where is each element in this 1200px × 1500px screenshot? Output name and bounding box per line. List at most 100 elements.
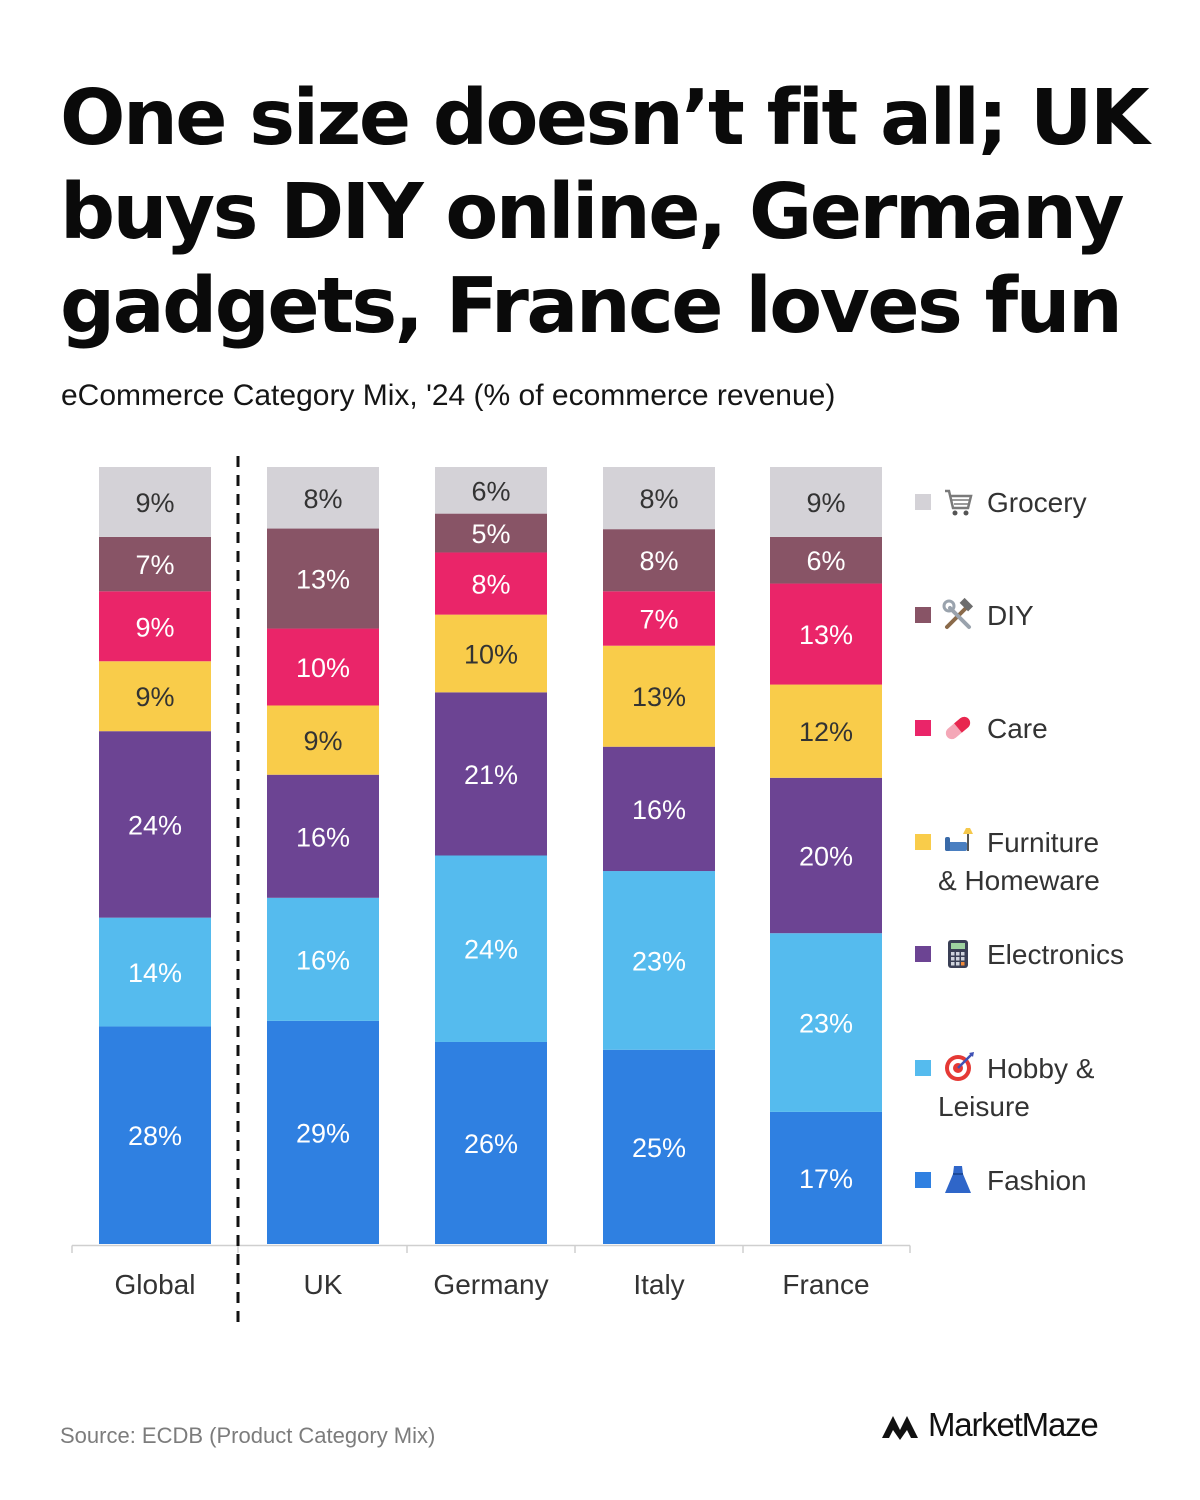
brand-name: MarketMaze <box>928 1406 1099 1443</box>
legend-label-care: Care <box>987 713 1048 744</box>
bar-global-hobby-and-leisure <box>99 917 211 1027</box>
x-tick-label-global: Global <box>115 1269 196 1300</box>
bar-france-care <box>770 583 882 685</box>
legend-label-electronics: Electronics <box>987 939 1124 970</box>
bar-germany-care <box>435 552 547 615</box>
chart-subtitle: eCommerce Category Mix, '24 (% of ecomme… <box>61 379 836 412</box>
data-label-uk-furniture-and-homeware: 9% <box>303 726 342 756</box>
legend-label-grocery: Grocery <box>987 487 1087 518</box>
data-label-italy-fashion: 25% <box>632 1133 686 1163</box>
data-label-italy-care: 7% <box>639 605 678 635</box>
data-label-uk-hobby-and-leisure: 16% <box>296 945 350 975</box>
bar-italy-electronics <box>603 746 715 872</box>
data-label-germany-hobby-and-leisure: 24% <box>464 935 518 965</box>
legend-label-furniture-and-homeware: Furniture & Homeware <box>938 827 1100 896</box>
bar-uk-diy <box>267 528 379 629</box>
data-label-germany-furniture-and-homeware: 10% <box>464 639 518 669</box>
data-label-uk-fashion: 29% <box>296 1118 350 1148</box>
x-tick-label-italy: Italy <box>633 1269 684 1300</box>
data-label-france-diy: 6% <box>806 546 845 576</box>
legend-label-fashion: Fashion <box>987 1165 1087 1196</box>
bar-italy-furniture-and-homeware <box>603 645 715 747</box>
brand-logo: MarketMaze <box>880 1403 1099 1447</box>
x-tick-label-france: France <box>782 1269 869 1300</box>
bar-italy-grocery <box>603 467 715 530</box>
bar-global-furniture-and-homeware <box>99 661 211 732</box>
calculator-icon <box>948 940 968 968</box>
data-label-global-hobby-and-leisure: 14% <box>128 958 182 988</box>
legend-swatch-grocery <box>915 494 931 510</box>
bar-germany-electronics <box>435 692 547 856</box>
data-label-germany-electronics: 21% <box>464 760 518 790</box>
data-label-germany-grocery: 6% <box>471 476 510 506</box>
legend-label-diy: DIY <box>987 600 1034 631</box>
bar-germany-furniture-and-homeware <box>435 614 547 693</box>
data-label-global-diy: 7% <box>135 550 174 580</box>
data-label-italy-hobby-and-leisure: 23% <box>632 946 686 976</box>
bar-global-electronics <box>99 731 211 918</box>
data-label-france-furniture-and-homeware: 12% <box>799 717 853 747</box>
bar-uk-furniture-and-homeware <box>267 705 379 775</box>
bar-germany-fashion <box>435 1041 547 1244</box>
legend-swatch-diy <box>915 607 931 623</box>
data-label-france-fashion: 17% <box>799 1164 853 1194</box>
data-label-france-electronics: 20% <box>799 842 853 872</box>
bar-france-grocery <box>770 467 882 537</box>
data-label-france-hobby-and-leisure: 23% <box>799 1009 853 1039</box>
data-label-italy-electronics: 16% <box>632 795 686 825</box>
data-label-france-grocery: 9% <box>806 488 845 518</box>
dress-icon <box>945 1166 971 1193</box>
bar-france-fashion <box>770 1111 882 1244</box>
data-label-uk-care: 10% <box>296 653 350 683</box>
data-label-germany-fashion: 26% <box>464 1129 518 1159</box>
legend-swatch-furniture-and-homeware <box>915 834 931 850</box>
data-label-global-grocery: 9% <box>135 488 174 518</box>
data-label-global-fashion: 28% <box>128 1121 182 1151</box>
bar-germany-diy <box>435 513 547 553</box>
bar-france-electronics <box>770 777 882 934</box>
bar-uk-electronics <box>267 774 379 898</box>
data-label-global-care: 9% <box>135 612 174 642</box>
x-tick-label-germany: Germany <box>433 1269 548 1300</box>
bar-uk-hobby-and-leisure <box>267 897 379 1021</box>
data-label-france-care: 13% <box>799 620 853 650</box>
bar-germany-grocery <box>435 467 547 514</box>
stacked-bar-chart: 28% 14% 24% 9% 9% 7% 9% 29% 16% 16% 9% 10% 13% 8% 26% 2… <box>71 456 1124 1330</box>
bar-germany-hobby-and-leisure <box>435 855 547 1042</box>
legend-swatch-fashion <box>915 1172 931 1188</box>
data-label-uk-diy: 13% <box>296 565 350 595</box>
data-label-global-furniture-and-homeware: 9% <box>135 682 174 712</box>
bar-uk-care <box>267 628 379 706</box>
bar-italy-fashion <box>603 1049 715 1244</box>
data-label-germany-diy: 5% <box>471 519 510 549</box>
bar-uk-fashion <box>267 1020 379 1244</box>
bar-france-furniture-and-homeware <box>770 684 882 778</box>
bar-italy-hobby-and-leisure <box>603 871 715 1050</box>
data-label-italy-diy: 8% <box>639 546 678 576</box>
page-title: One size doesn’t fit all; UK buys DIY on… <box>60 74 1150 351</box>
data-label-italy-furniture-and-homeware: 13% <box>632 682 686 712</box>
data-label-italy-grocery: 8% <box>639 484 678 514</box>
legend-swatch-hobby-and-leisure <box>915 1060 931 1076</box>
source-note: Source: ECDB (Product Category Mix) <box>60 1423 436 1448</box>
bar-italy-diy <box>603 529 715 592</box>
shopping-cart-icon <box>945 489 973 516</box>
data-label-global-electronics: 24% <box>128 810 182 840</box>
legend-swatch-care <box>915 720 931 736</box>
marketmaze-logo-icon <box>882 1416 918 1440</box>
hammer-wrench-icon <box>942 597 974 629</box>
pill-icon <box>945 716 971 740</box>
legend-swatch-electronics <box>915 946 931 962</box>
bar-france-diy <box>770 536 882 584</box>
data-label-uk-electronics: 16% <box>296 822 350 852</box>
data-label-germany-care: 8% <box>471 570 510 600</box>
sofa-lamp-icon <box>945 828 973 851</box>
bar-global-grocery <box>99 467 211 537</box>
bar-global-fashion <box>99 1026 211 1244</box>
bar-global-care <box>99 591 211 662</box>
bar-global-diy <box>99 536 211 592</box>
bar-italy-care <box>603 591 715 646</box>
bar-uk-grocery <box>267 467 379 529</box>
dart-target-icon <box>945 1052 974 1081</box>
legend-label-hobby-and-leisure: Hobby & Leisure <box>938 1053 1095 1122</box>
